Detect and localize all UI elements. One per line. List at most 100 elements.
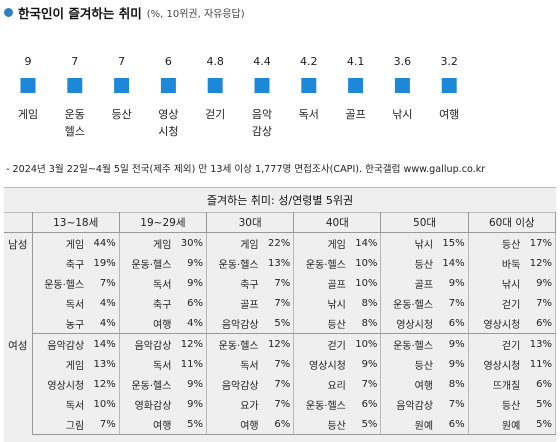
hobby-cell: 운동·헬스: [305, 400, 346, 412]
percent-cell: 7%: [523, 293, 557, 313]
bar-chart: 9 게임 7 운동 헬스 7 등산 6 영상 시청 4.8 걷기 4.4 음악 감상 4.2 독서 4.1 골프 3.…: [18, 55, 459, 138]
category-label: 게임: [18, 108, 38, 121]
value-label: 3.2: [440, 55, 458, 68]
hobby-cell: 여행: [119, 313, 175, 334]
percent-cell: 6%: [436, 313, 469, 334]
value-label: 7: [118, 55, 125, 68]
hobby-cell: 낚시: [501, 279, 521, 291]
percent-cell: 9%: [174, 394, 208, 414]
hobby-cell: 독서: [153, 360, 172, 372]
bar-marker: [394, 78, 410, 93]
percent-cell: 5%: [348, 414, 382, 435]
percent-cell: 7%: [348, 374, 382, 394]
percent-cell: 7%: [261, 354, 295, 374]
hobby-cell: 영상시청: [483, 360, 521, 372]
hobby-cell: 영상시청: [468, 313, 524, 334]
hobby-cell: 영상시청: [380, 313, 437, 334]
percent-cell: 4%: [174, 313, 208, 334]
hobby-cell: 골프: [414, 279, 434, 291]
hobby-cell: 독서: [240, 360, 259, 372]
percent-cell: 5%: [523, 414, 557, 435]
hobby-cell: 운동·헬스: [131, 259, 172, 271]
age-group-header: 60대 이상: [468, 212, 557, 233]
percent-cell: 7%: [87, 273, 120, 293]
percent-cell: 7%: [436, 394, 469, 414]
category-label: 독서: [299, 108, 319, 121]
title-row: 한국인이 즐겨하는 취미 (%, 10위권, 자유응답): [4, 3, 245, 22]
hobby-cell: 영화감상: [134, 400, 172, 412]
value-label: 3.6: [394, 55, 412, 68]
percent-cell: 8%: [436, 374, 469, 394]
percent-cell: 9%: [174, 273, 208, 293]
hobby-cell: 낚시: [414, 239, 434, 251]
percent-cell: 9%: [436, 273, 469, 293]
table-row: 영상시청 12% 운동·헬스 9% 음악감상 7% 요리 7% 여행 8% 뜨개질 6%: [4, 374, 557, 394]
percent-cell: 11%: [174, 354, 208, 374]
hobby-cell: 운동·헬스: [393, 340, 434, 352]
hobby-cell: 독서: [153, 279, 172, 291]
percent-cell: 6%: [174, 293, 208, 313]
percent-cell: 6%: [261, 414, 295, 435]
hobby-cell: 바둑: [501, 259, 521, 271]
category-label: 낚시: [392, 108, 412, 121]
percent-cell: 10%: [87, 394, 120, 414]
percent-cell: 14%: [348, 232, 382, 253]
value-label: 4.4: [253, 55, 271, 68]
hobby-cell: 등산: [501, 400, 521, 412]
table-corner-cell: [4, 212, 33, 233]
hobby-cell: 음악감상: [396, 400, 434, 412]
age-group-header: 30대: [206, 212, 295, 233]
table-row: 그림 7% 여행 5% 여행 6% 등산 5% 원예 6% 원예 5%: [4, 414, 557, 435]
percent-cell: 6%: [523, 313, 557, 334]
percent-cell: 9%: [348, 354, 382, 374]
percent-cell: 13%: [261, 253, 295, 273]
percent-cell: 12%: [87, 374, 120, 394]
value-label: 7: [71, 55, 78, 68]
category-label: 음악 감상: [252, 108, 272, 138]
table-row: 여성 음악감상 14% 음악감상 12% 운동·헬스 12% 걷기 10% 운동·헬스 9% 걷기 13…: [4, 333, 557, 435]
hobby-cell: 게임: [327, 239, 346, 251]
value-label: 4.1: [347, 55, 365, 68]
hobby-cell: 농구: [32, 313, 88, 334]
hobby-cell: 축구: [153, 299, 172, 311]
hobby-cell: 등산: [293, 414, 349, 435]
value-label: 4.8: [206, 55, 224, 68]
hobby-cell: 걷기: [501, 299, 521, 311]
percent-cell: 7%: [436, 293, 469, 313]
percent-cell: 6%: [436, 414, 469, 435]
value-label: 6: [165, 55, 172, 68]
hobby-cell: 걷기: [327, 340, 346, 352]
percent-cell: 9%: [174, 374, 208, 394]
hobby-cell: 운동·헬스: [131, 380, 172, 392]
bar-marker: [348, 78, 364, 93]
hobby-cell: 여행: [206, 414, 262, 435]
hobby-cell: 음악감상: [221, 380, 259, 392]
category-label: 골프: [345, 108, 365, 121]
percent-cell: 4%: [87, 313, 120, 334]
percent-cell: 5%: [523, 394, 557, 414]
hobby-cell: 음악감상: [206, 313, 262, 334]
hobby-cell: 걷기: [501, 340, 521, 352]
age-group-header: 40대: [293, 212, 382, 233]
bar-marker: [254, 78, 270, 93]
hobby-cell: 게임: [65, 360, 85, 372]
percent-cell: 22%: [261, 232, 295, 253]
percent-cell: 9%: [436, 333, 469, 354]
bar-marker: [301, 78, 317, 93]
bar-marker: [67, 78, 83, 93]
percent-cell: 14%: [87, 333, 120, 354]
hobby-cell: 운동·헬스: [44, 279, 85, 291]
percent-cell: 7%: [261, 394, 295, 414]
percent-cell: 9%: [174, 253, 208, 273]
hobby-cell: 등산: [414, 259, 434, 271]
hobby-cell: 요리: [327, 380, 346, 392]
hobby-cell: 축구: [240, 279, 259, 291]
percent-cell: 17%: [523, 232, 557, 253]
age-group-header: 13~18세: [32, 212, 120, 233]
percent-cell: 13%: [87, 354, 120, 374]
table-header-row: 13~18세 19~29세 30대 40대 50대 60대 이상: [4, 212, 557, 233]
bar-marker: [207, 78, 223, 93]
table-row: 독서 4% 축구 6% 골프 7% 낚시 8% 운동·헬스 7% 걷기 7%: [4, 293, 557, 313]
hobby-cell: 그림: [32, 414, 88, 435]
hobby-cell: 음악감상: [47, 340, 85, 352]
